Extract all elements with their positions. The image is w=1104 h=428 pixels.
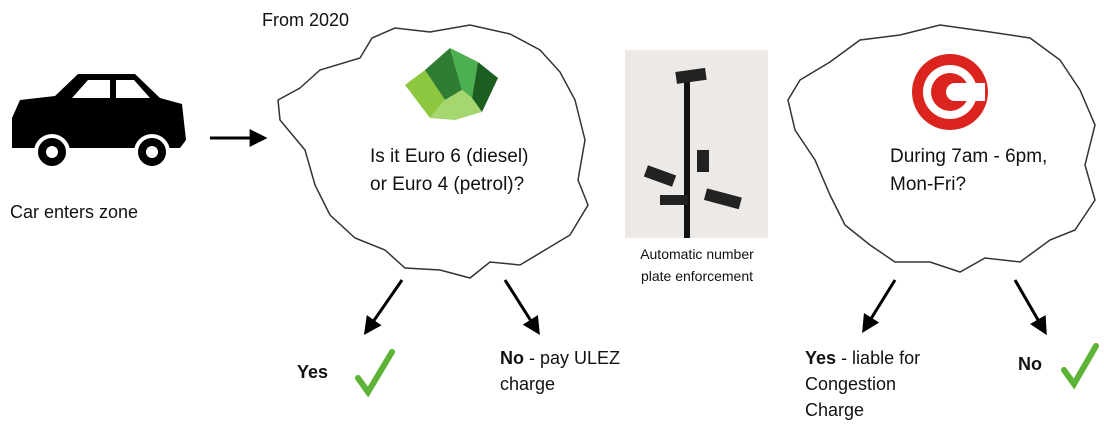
outcome-detail: charge	[500, 374, 555, 394]
outcome-label: Yes	[805, 348, 836, 368]
ulez-logo	[405, 48, 498, 120]
congestion-question: During 7am - 6pm,	[890, 146, 1047, 167]
congestion-logo	[912, 54, 988, 130]
ulez-question: or Euro 4 (petrol)?	[370, 174, 524, 195]
outcome-detail: Congestion	[805, 374, 896, 394]
outcome-detail: Charge	[805, 400, 864, 420]
outcome-arrows	[366, 280, 1045, 332]
outcome-text: Yes - liable for	[805, 348, 920, 368]
camera-caption: plate enforcement	[641, 268, 753, 284]
checkmark	[1064, 346, 1096, 384]
outcome-label: No	[500, 348, 524, 368]
outcome-label: No	[1018, 354, 1042, 374]
car-label: Car enters zone	[10, 202, 138, 222]
outcome-detail: - pay ULEZ	[529, 348, 620, 368]
ulez-question: Is it Euro 6 (diesel)	[370, 146, 528, 167]
checkmark	[358, 352, 392, 392]
congestion-question: Mon-Fri?	[890, 174, 966, 195]
outcome-text: No - pay ULEZ	[500, 348, 620, 368]
outcome-label: Yes	[297, 362, 328, 382]
camera-caption: Automatic number	[640, 246, 754, 262]
diagram: Car enters zone From 2020 Is it Euro 6 (…	[0, 0, 1104, 423]
car-icon	[12, 74, 186, 168]
outcome-detail: - liable for	[841, 348, 920, 368]
ulez-note: From 2020	[262, 10, 349, 30]
